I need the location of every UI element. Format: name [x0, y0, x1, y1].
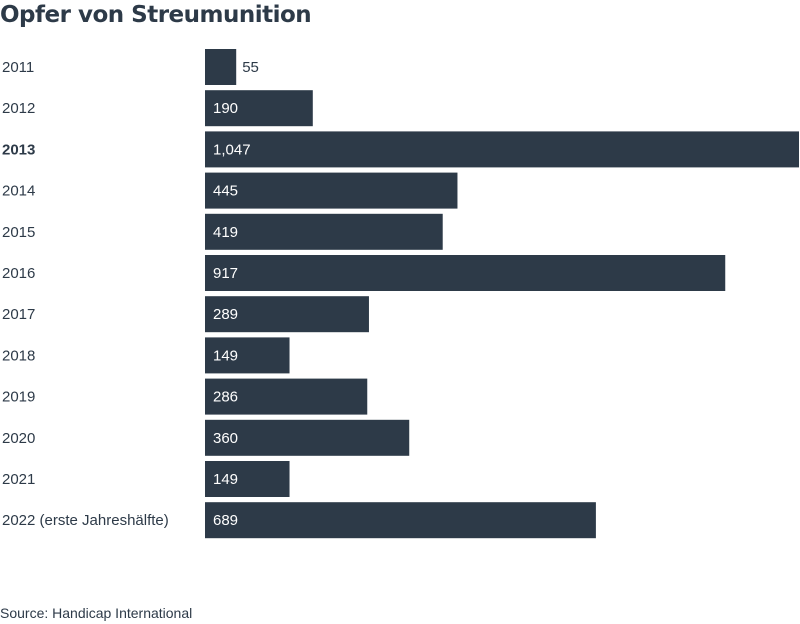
value-label: 360 — [213, 430, 238, 447]
bar-2020 — [205, 419, 410, 456]
category-label: 2022 (erste Jahreshälfte) — [2, 512, 169, 529]
value-label: 289 — [213, 306, 238, 323]
category-label: 2019 — [2, 389, 35, 406]
value-label: 1,047 — [213, 141, 251, 158]
source-note: Source: Handicap International — [0, 605, 193, 621]
value-label: 55 — [242, 59, 259, 76]
bar-2012 — [205, 90, 313, 127]
category-label: 2017 — [2, 306, 35, 323]
value-label: 917 — [213, 265, 238, 282]
category-label: 2021 — [2, 471, 35, 488]
bar-2015 — [205, 213, 443, 250]
category-label: 2012 — [2, 100, 35, 117]
category-label: 2014 — [2, 183, 35, 200]
value-label: 689 — [213, 512, 238, 529]
value-label: 419 — [213, 224, 238, 241]
bar-2018 — [205, 337, 290, 374]
bar-2021 — [205, 461, 290, 497]
value-label: 149 — [213, 347, 238, 364]
value-label: 286 — [213, 389, 238, 406]
value-label: 149 — [213, 471, 238, 488]
category-label: 2018 — [2, 347, 35, 364]
category-label: 2011 — [2, 59, 34, 76]
category-label: 2013 — [2, 141, 35, 158]
chart-title: Opfer von Streumunition — [0, 2, 312, 28]
bar-2011 — [205, 49, 237, 85]
bar-2014 — [205, 172, 458, 209]
category-label: 2016 — [2, 265, 35, 282]
category-label: 2015 — [2, 224, 35, 241]
value-label: 445 — [213, 183, 238, 200]
bar-2016 — [205, 255, 726, 291]
bar-2017 — [205, 296, 369, 333]
bar-2013 — [205, 131, 799, 168]
value-label: 190 — [213, 100, 238, 117]
bar-2022 — [205, 502, 596, 539]
category-label: 2020 — [2, 430, 35, 447]
bar-2019 — [205, 378, 368, 415]
bar-chart: 2011 55 2012 190 2013 1,047 2014 445 2015 419 2016… — [2, 49, 799, 539]
